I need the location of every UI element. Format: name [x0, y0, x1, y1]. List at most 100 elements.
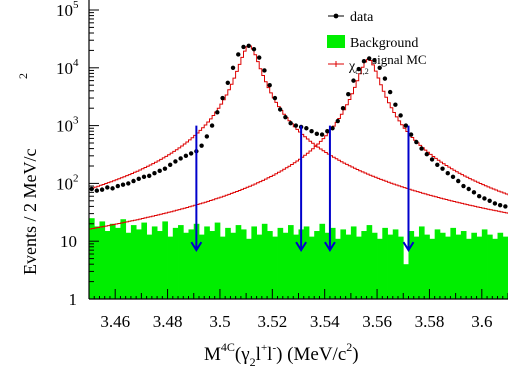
background-bar [492, 238, 498, 299]
x-tick-label: 3.46 [100, 312, 130, 331]
y-axis-label: Events / 2 MeV/c [20, 149, 40, 275]
legend-mc-chi: χ [348, 59, 356, 74]
background-bar [251, 226, 257, 299]
background-bar [471, 232, 477, 299]
background-bar [382, 227, 388, 299]
data-point [445, 171, 450, 176]
legend-mc-sub: c1,2 [355, 67, 369, 76]
background-bar [204, 226, 210, 299]
background-bar [460, 231, 467, 299]
x-title-end: ) [352, 344, 358, 365]
selection-arrow-head [295, 241, 307, 253]
data-point [152, 171, 157, 176]
x-tick-label: 3.6 [471, 312, 492, 331]
background-bar [240, 229, 247, 299]
background-bar [335, 238, 341, 299]
data-point [382, 76, 388, 81]
data-point [147, 173, 152, 179]
data-point [435, 162, 440, 167]
background-histogram [89, 218, 508, 299]
y-tick-label: 104 [56, 57, 79, 78]
y-tick-label: 10 [60, 232, 77, 251]
data-point [424, 152, 430, 157]
data-point [461, 183, 466, 189]
background-bar [282, 232, 289, 299]
background-bar [246, 238, 252, 299]
data-point [497, 202, 503, 208]
background-bar [172, 227, 179, 299]
x-tick-label: 3.56 [362, 312, 392, 331]
background-bar [481, 229, 488, 299]
background-bar [308, 236, 315, 299]
background-bar [466, 238, 472, 299]
data-point [372, 58, 377, 63]
background-bar [377, 238, 383, 299]
data-point [309, 129, 314, 134]
background-bar [392, 229, 399, 299]
background-bar [214, 222, 221, 299]
x-title-unit-sup: 2 [346, 340, 352, 354]
data-point [204, 134, 210, 139]
data-point [126, 181, 131, 186]
background-bar [94, 226, 100, 299]
background-bar [125, 232, 132, 299]
data-point [314, 131, 320, 137]
data-point [393, 102, 398, 107]
x-title-base: M [204, 344, 221, 365]
data-point [110, 186, 115, 191]
x-title-lepton1: l [256, 344, 261, 365]
data-point [141, 174, 147, 180]
data-point [99, 187, 105, 192]
background-bar [424, 234, 430, 299]
selection-arrow-head [402, 241, 415, 253]
background-bar [267, 231, 273, 299]
legend-data-marker [333, 13, 339, 19]
background-bar [429, 238, 436, 299]
data-point [408, 132, 414, 137]
data-point [304, 126, 309, 131]
data-point [419, 146, 424, 151]
signal-mc-curve [89, 45, 508, 214]
data-point [136, 176, 141, 182]
data-point [387, 89, 393, 95]
background-bar [450, 227, 457, 299]
data-point [471, 190, 477, 195]
background-bar [225, 227, 231, 299]
background-bar [288, 225, 294, 299]
background-bar [115, 227, 121, 299]
data-point [157, 168, 162, 174]
data-point [356, 66, 361, 72]
x-title-close: ) (MeV/c [276, 344, 346, 365]
selection-arrows [190, 125, 415, 253]
background-bar [230, 232, 237, 299]
background-bar [130, 225, 137, 299]
x-title-lepton2: l [267, 344, 272, 365]
background-bar [350, 226, 357, 299]
background-bar [403, 264, 409, 299]
data-point [262, 68, 267, 73]
data-point [476, 194, 482, 199]
data-point [241, 44, 246, 50]
y-tick-label: 1 [69, 290, 78, 309]
data-point [215, 110, 220, 115]
x-title-open: (γ [235, 344, 250, 365]
background-bar [314, 231, 320, 299]
background-bar [293, 234, 299, 299]
x-tick-label: 3.48 [153, 312, 183, 331]
data-point [492, 201, 498, 206]
legend-mc-label: χc1,2 signal MC [348, 52, 427, 76]
data-point [225, 80, 230, 86]
data-point [277, 107, 283, 112]
data-point [456, 178, 461, 184]
y-tick-label: 102 [56, 172, 79, 193]
background-bar [398, 236, 404, 299]
data-point [120, 182, 126, 187]
background-bar [487, 234, 493, 299]
y-axis-ticks: 1 10 102 103 104 105 [56, 0, 99, 309]
data-point [220, 95, 225, 101]
background-bar [157, 231, 163, 299]
background-bar [146, 234, 153, 299]
data-point [429, 157, 435, 162]
background-bar [277, 227, 284, 299]
y-tick-label: 105 [56, 0, 79, 20]
